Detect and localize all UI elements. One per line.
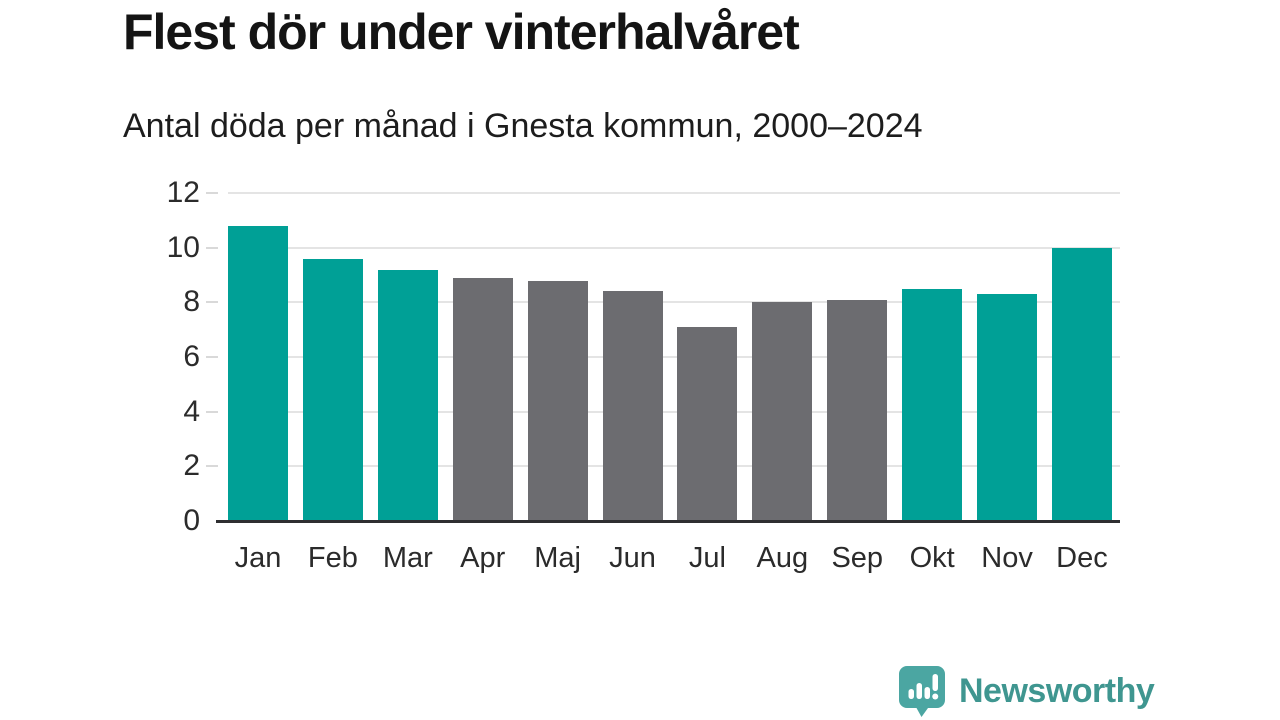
y-tick-mark-6 <box>206 356 218 358</box>
bar-maj <box>527 280 588 521</box>
y-tick-label-2: 2 <box>183 449 200 483</box>
x-tick-label-jun: Jun <box>609 542 656 574</box>
x-tick-label-sep: Sep <box>831 542 884 574</box>
bar-jul <box>677 326 738 521</box>
bar-jan <box>228 225 288 521</box>
bar-sep <box>827 299 888 521</box>
chart-title: Flest dör under vinterhalvåret <box>123 4 800 60</box>
y-tick-mark-12 <box>206 192 218 194</box>
x-axis-labels: Jan Feb Mar Apr Maj Jun Jul Aug Sep Okt Nov Dec <box>228 540 1112 576</box>
y-tick-mark-2 <box>206 465 218 468</box>
x-tick-label-nov: Nov <box>981 542 1033 574</box>
x-tick-label-feb: Feb <box>307 542 358 574</box>
bar-nov <box>977 294 1038 521</box>
x-tick-label-jan: Jan <box>234 542 282 574</box>
plot-area <box>206 192 1120 523</box>
y-tick-mark-4 <box>206 410 218 413</box>
chart-subtitle: Antal döda per månad i Gnesta kommun, 20… <box>123 107 923 145</box>
bar-series <box>228 193 1112 521</box>
gridline-y-4 <box>228 410 1120 413</box>
x-tick-label-maj: Maj <box>534 542 581 574</box>
bar-mar <box>377 269 438 521</box>
y-tick-mark-8 <box>206 301 218 304</box>
bar-dec <box>1051 247 1112 521</box>
bar-jun <box>602 291 663 521</box>
gridline-y-12 <box>228 192 1120 194</box>
newsworthy-logo: Newsworthy <box>898 664 1155 718</box>
y-tick-label-12: 12 <box>166 176 200 209</box>
x-tick-label-jul: Jul <box>688 542 726 574</box>
gridline-y-2 <box>228 465 1120 468</box>
bar-apr <box>452 277 513 521</box>
bar-okt <box>902 288 963 521</box>
y-tick-mark-10 <box>206 246 218 249</box>
x-tick-label-aug: Aug <box>756 542 809 574</box>
newsworthy-logo-icon <box>899 666 945 717</box>
bar-aug <box>752 302 813 521</box>
y-axis-labels: 0 2 4 6 8 10 12 <box>100 178 200 536</box>
gridline-y-6 <box>228 356 1120 358</box>
x-tick-label-dec: Dec <box>1056 542 1108 574</box>
x-tick-label-okt: Okt <box>909 542 955 574</box>
y-tick-label-6: 6 <box>183 340 200 373</box>
y-tick-label-8: 8 <box>183 285 200 319</box>
y-tick-label-4: 4 <box>183 394 200 428</box>
y-tick-label-10: 10 <box>166 230 200 264</box>
x-axis-line <box>216 520 1120 523</box>
y-tick-label-0: 0 <box>183 504 200 537</box>
gridline-y-8 <box>228 301 1120 304</box>
bar-feb <box>302 258 363 521</box>
x-tick-label-mar: Mar <box>382 542 433 574</box>
gridline-y-10 <box>228 246 1120 249</box>
newsworthy-logo-text: Newsworthy <box>959 671 1155 710</box>
x-tick-label-apr: Apr <box>460 542 506 574</box>
